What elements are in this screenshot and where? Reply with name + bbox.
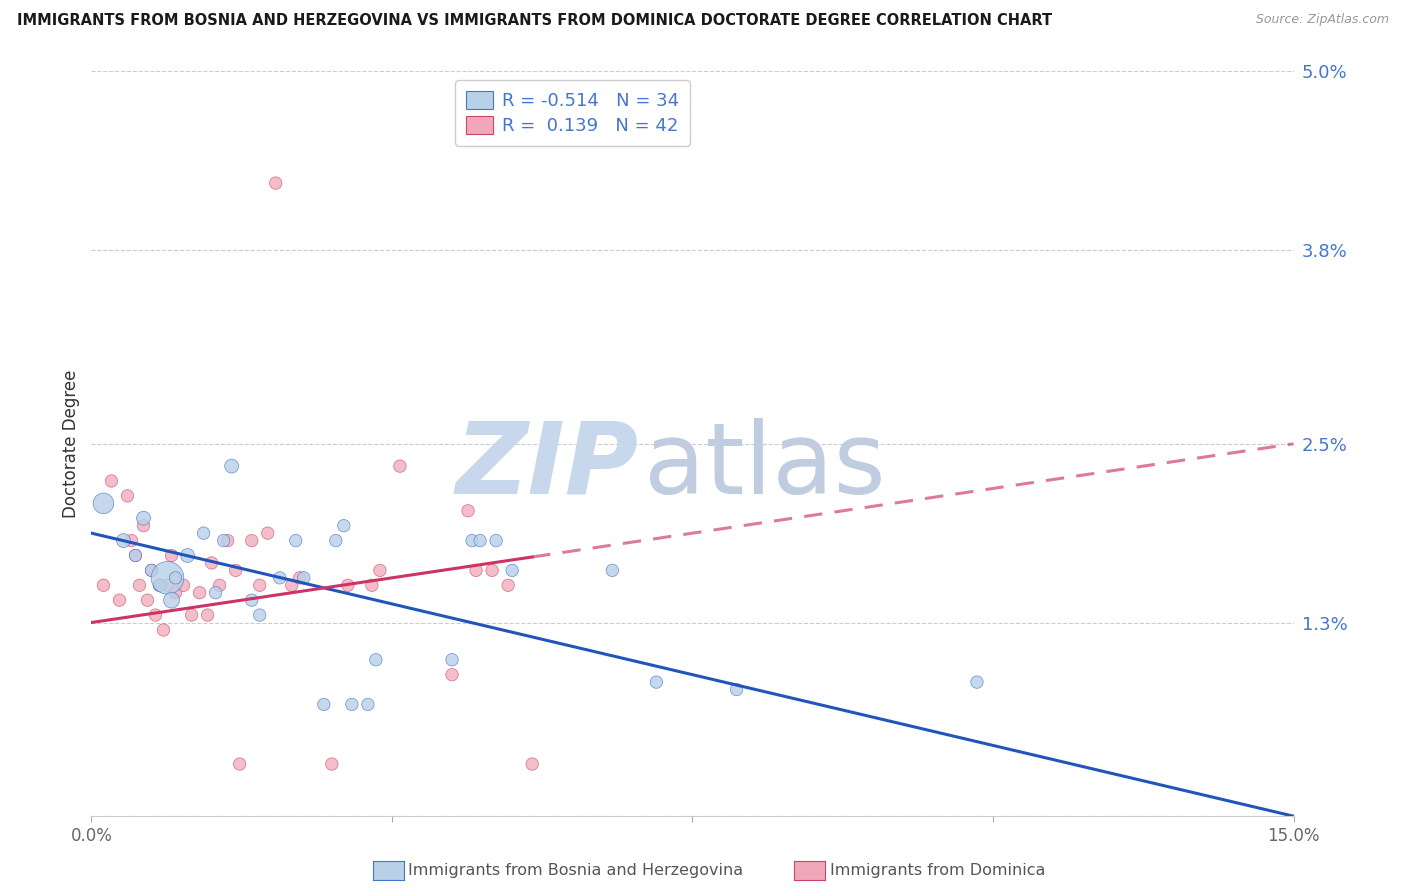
Point [156,571,179,585]
Point [457,504,479,518]
Point [112,533,135,548]
Point [165,571,187,585]
Point [360,578,382,592]
Point [249,578,271,592]
Point [966,675,988,690]
Point [128,578,150,592]
Point [160,593,183,607]
Point [204,585,226,599]
Point [357,698,380,712]
Point [481,563,503,577]
Point [208,578,231,592]
Text: Immigrants from Bosnia and Herzegovina: Immigrants from Bosnia and Herzegovina [408,863,742,878]
Point [121,533,143,548]
Point [240,593,263,607]
Text: Immigrants from Dominica: Immigrants from Dominica [830,863,1045,878]
Point [288,571,311,585]
Point [93,578,115,592]
Text: Source: ZipAtlas.com: Source: ZipAtlas.com [1256,13,1389,27]
Point [152,623,174,637]
Point [141,563,163,577]
Point [228,757,250,772]
Point [520,757,543,772]
Point [124,549,146,563]
Point [284,533,307,548]
Point [364,653,387,667]
Point [136,593,159,607]
Point [225,563,247,577]
Point [312,698,335,712]
Point [336,578,359,592]
Legend: R = -0.514   N = 34, R =  0.139   N = 42: R = -0.514 N = 34, R = 0.139 N = 42 [456,80,690,146]
Point [100,474,122,488]
Point [173,578,195,592]
Point [217,533,239,548]
Point [461,533,484,548]
Point [180,608,202,623]
Text: IMMIGRANTS FROM BOSNIA AND HERZEGOVINA VS IMMIGRANTS FROM DOMINICA DOCTORATE DEG: IMMIGRANTS FROM BOSNIA AND HERZEGOVINA V… [17,13,1052,29]
Point [264,176,287,190]
Point [240,533,263,548]
Point [148,578,170,592]
Point [249,608,271,623]
Text: atlas: atlas [644,417,886,515]
Y-axis label: Doctorate Degree: Doctorate Degree [62,369,80,518]
Point [725,682,748,697]
Point [160,549,183,563]
Point [176,549,198,563]
Point [193,526,215,541]
Point [132,511,155,525]
Point [485,533,508,548]
Point [321,757,343,772]
Point [496,578,519,592]
Point [188,585,211,599]
Point [468,533,491,548]
Point [441,653,464,667]
Point [201,556,224,570]
Point [256,526,278,541]
Point [368,563,391,577]
Point [141,563,163,577]
Point [148,578,170,592]
Point [145,608,167,623]
Point [117,489,139,503]
Point [212,533,235,548]
Point [340,698,363,712]
Point [93,496,115,510]
Point [292,571,315,585]
Point [441,667,464,681]
Point [165,585,187,599]
Point [124,549,146,563]
Point [281,578,304,592]
Text: ZIP: ZIP [456,417,638,515]
Point [197,608,219,623]
Point [221,459,243,474]
Point [333,518,356,533]
Point [269,571,291,585]
Point [325,533,347,548]
Point [388,459,411,474]
Point [156,578,179,592]
Point [645,675,668,690]
Point [602,563,624,577]
Point [108,593,131,607]
Point [501,563,523,577]
Point [132,518,155,533]
Point [465,563,488,577]
